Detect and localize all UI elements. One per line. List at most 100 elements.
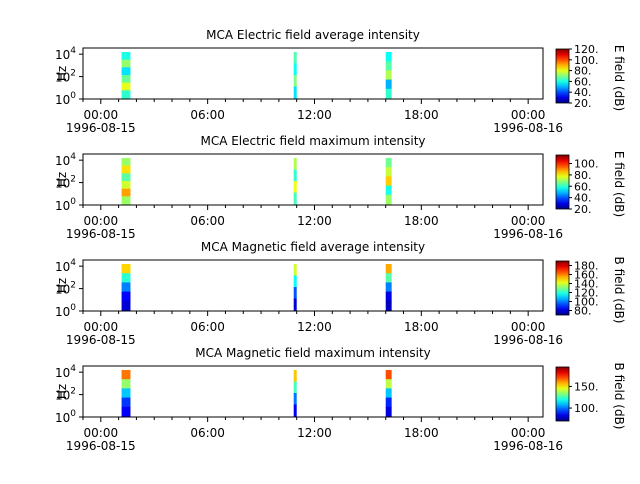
panel-1-ytick-label-1: 102 (55, 175, 76, 191)
panel-3-ytick-exp-0: 0 (70, 409, 76, 419)
panel-1-axes (82, 153, 544, 206)
panel-0-xtick-label-0: 00:00 (84, 108, 119, 122)
panel-1-interval-0-cell-5 (121, 196, 131, 205)
panel-0-colorbar-label: E field (dB) (612, 45, 626, 111)
panel-1-colorbar-tick-label-1: 80. (574, 169, 592, 182)
panel-2-interval-2-cell-4 (385, 300, 392, 311)
panel-3-interval-0-cell-2 (121, 388, 131, 399)
panel-3-xtick-label-2: 12:00 (297, 426, 332, 440)
panel-2-interval-2-cell-2 (385, 282, 392, 293)
panel-1-interval-0-cell-4 (121, 188, 131, 197)
panel-3-interval-0-cell-1 (121, 379, 131, 389)
panel-0-colorbar-tick-label-3: 60. (574, 75, 592, 88)
panel-2-colorbar-tick-label-2: 140. (574, 278, 599, 291)
panel-2-xtick-label-3: 18:00 (404, 320, 439, 334)
panel-0-interval-1-cell-3 (293, 86, 297, 99)
panel-2-xtick-label-0: 00:00 (84, 320, 119, 334)
panel-2-interval-0-cell-0 (121, 264, 131, 274)
panel-3-interval-1-cell-2 (293, 393, 297, 405)
panel-1-xtick-label-1: 06:00 (190, 214, 225, 228)
panel-3-interval-2-cell-3 (385, 397, 392, 408)
panel-3-interval-2-cell-0 (385, 370, 392, 380)
panel-2-colorbar-tick-label-3: 120. (574, 287, 599, 300)
panel-0-interval-0-cell-3 (121, 75, 131, 84)
panel-0-xtick-label-1: 06:00 (190, 108, 225, 122)
panel-0-interval-2-cell-2 (385, 70, 392, 81)
panel-0-interval-2-cell-0 (385, 52, 392, 62)
panel-1-interval-1-cell-3 (293, 192, 297, 205)
panel-1-interval-0-cell-2 (121, 173, 131, 182)
panel-1-xtick-label-4: 00:00 (511, 214, 546, 228)
panel-3-interval-0-cell-0 (121, 370, 131, 380)
panel-1-ytick-label-2: 104 (55, 152, 76, 168)
panel-3-ytick-label-1: 102 (55, 387, 76, 403)
panel-3-interval-0-cell-4 (121, 406, 131, 417)
panel-2-interval-0-cell-3 (121, 291, 131, 302)
panel-2-ylabel: Hz (55, 278, 69, 293)
panel-0-ytick-exp-2: 4 (70, 46, 76, 56)
panel-2-interval-1-cell-3 (293, 298, 297, 311)
panel-0-interval-0-cell-1 (121, 59, 131, 68)
panel-2-interval-2-cell-0 (385, 264, 392, 274)
panel-3-interval-2-cell-4 (385, 406, 392, 417)
panel-2-title: MCA Magnetic field average intensity (201, 240, 425, 254)
panel-2-colorbar-tick-label-4: 100. (574, 296, 599, 309)
panel-2-ytick-label-1: 102 (55, 281, 76, 297)
panel-1-colorbar-tick-label-3: 40. (574, 192, 592, 205)
panel-3-xtick-label-0: 00:00 (84, 426, 119, 440)
panel-1-xtick-label-2: 12:00 (297, 214, 332, 228)
panel-1-interval-1-cell-1 (293, 169, 297, 182)
panel-1-interval-1-cell-2 (293, 181, 297, 193)
panel-1-colorbar-tick-label-2: 60. (574, 180, 592, 193)
panel-0-interval-2-cell-3 (385, 79, 392, 90)
panel-3-colorbar-tick-label-0: 150. (574, 380, 599, 393)
panel-0-colorbar-tick-label-2: 80. (574, 65, 592, 78)
panel-2-interval-0-cell-4 (121, 300, 131, 311)
panel-0-xtick-label-3: 18:00 (404, 108, 439, 122)
panel-3-xtick-label-4: 00:00 (511, 426, 546, 440)
panel-2-ytick-exp-2: 4 (70, 258, 76, 268)
panel-0-title: MCA Electric field average intensity (206, 28, 420, 42)
panel-1-interval-1-cell-0 (293, 158, 297, 170)
panel-1-interval-2-cell-0 (385, 158, 392, 168)
panel-3-title: MCA Magnetic field maximum intensity (195, 346, 431, 360)
panel-0-interval-2-cell-4 (385, 88, 392, 99)
panel-1-colorbar-label: E field (dB) (612, 151, 626, 217)
panel-3-axes (82, 365, 544, 418)
panel-1-date-label-1: 1996-08-16 (493, 227, 563, 241)
panel-0-xtick-label-4: 00:00 (511, 108, 546, 122)
panel-2-colorbar-label: B field (dB) (612, 257, 626, 324)
panel-1-xtick-label-0: 00:00 (84, 214, 119, 228)
panel-3-ytick-exp-1: 2 (70, 387, 76, 397)
panel-2-interval-1-cell-1 (293, 275, 297, 288)
panel-2-date-label-1: 1996-08-16 (493, 333, 563, 347)
panel-0-interval-2-cell-1 (385, 61, 392, 71)
panel-2-colorbar (555, 260, 570, 316)
panel-2-interval-1-cell-0 (293, 264, 297, 276)
panel-2-interval-0-cell-2 (121, 282, 131, 293)
panel-1-colorbar (555, 154, 570, 210)
panel-3-colorbar (555, 366, 570, 422)
panel-0-ytick-label-2: 104 (55, 46, 76, 62)
panel-0-interval-0-cell-2 (121, 67, 131, 76)
panel-0-interval-0-cell-4 (121, 82, 131, 91)
panel-1-xtick-label-3: 18:00 (404, 214, 439, 228)
panel-2-colorbar-tick-label-0: 180. (574, 260, 599, 273)
panel-3-interval-2-cell-2 (385, 388, 392, 399)
panel-0-ytick-exp-1: 2 (70, 69, 76, 79)
panel-2-ytick-exp-1: 2 (70, 281, 76, 291)
panel-0-interval-0-cell-5 (121, 90, 131, 99)
panel-1-interval-2-cell-1 (385, 167, 392, 177)
panel-2-xtick-label-1: 06:00 (190, 320, 225, 334)
panel-1-title: MCA Electric field maximum intensity (200, 134, 425, 148)
panel-2-interval-2-cell-3 (385, 291, 392, 302)
panel-1-interval-2-cell-2 (385, 176, 392, 187)
panel-0-axes (82, 47, 544, 100)
panel-1-interval-0-cell-1 (121, 165, 131, 174)
panel-1-interval-2-cell-4 (385, 194, 392, 205)
panel-1-ylabel: Hz (55, 172, 69, 187)
panel-2-colorbar-tick-label-1: 160. (574, 269, 599, 282)
panel-0-colorbar-tick-label-4: 40. (574, 86, 592, 99)
panel-2-ytick-label-0: 100 (55, 303, 76, 319)
